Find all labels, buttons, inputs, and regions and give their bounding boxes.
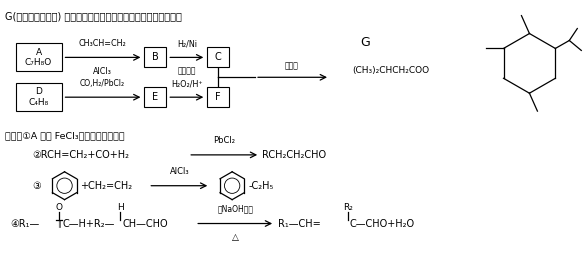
Text: △: △ (231, 233, 239, 242)
Bar (16, 44, 62, 71)
Text: ②RCH=CH₂+CO+H₂: ②RCH=CH₂+CO+H₂ (33, 150, 130, 160)
Text: A
C₇H₈O: A C₇H₈O (25, 48, 52, 67)
Text: CH₃CH=CH₂: CH₃CH=CH₂ (79, 39, 127, 48)
Text: F: F (216, 92, 221, 102)
Text: O: O (55, 202, 62, 211)
Text: R₂: R₂ (343, 202, 353, 211)
Text: C—H+R₂—: C—H+R₂— (63, 219, 115, 229)
Text: H₂O₂/H⁺: H₂O₂/H⁺ (172, 79, 203, 88)
Text: CH—CHO: CH—CHO (122, 219, 168, 229)
Bar (207, 48, 229, 67)
Text: H: H (117, 202, 124, 211)
Bar (16, 83, 62, 111)
Text: ④R₁—: ④R₁— (11, 219, 40, 229)
Bar (207, 87, 229, 107)
Text: 浓硫酸: 浓硫酸 (285, 61, 299, 70)
Text: 已知：①A 能与 FeCl₃溶液发生显色反应: 已知：①A 能与 FeCl₃溶液发生显色反应 (5, 131, 124, 140)
Text: H₂/Ni: H₂/Ni (177, 39, 197, 48)
Text: CO,H₂/PbCl₂: CO,H₂/PbCl₂ (80, 79, 125, 88)
Bar (144, 48, 166, 67)
Text: AlCl₃: AlCl₃ (93, 67, 112, 76)
Text: C—CHO+H₂O: C—CHO+H₂O (350, 219, 415, 229)
Text: AlCl₃: AlCl₃ (169, 167, 189, 176)
Text: PbCl₂: PbCl₂ (213, 136, 235, 145)
Bar (144, 87, 166, 107)
Text: B: B (152, 52, 159, 62)
Text: ∥: ∥ (57, 220, 60, 227)
Text: -C₂H₅: -C₂H₅ (248, 181, 273, 191)
Text: R₁—CH=: R₁—CH= (278, 219, 321, 229)
Text: G: G (360, 36, 370, 49)
Text: RCH₂CH₂CHO: RCH₂CH₂CHO (262, 150, 326, 160)
Text: D
C₄H₈: D C₄H₈ (29, 87, 49, 107)
Text: E: E (152, 92, 158, 102)
Text: (CH₃)₂CHCH₂COO: (CH₃)₂CHCH₂COO (352, 66, 429, 75)
Text: 高温高压: 高温高压 (178, 66, 196, 75)
Text: G(异戊酸薄荷醇酯) 是一种治疗心脏病的药物，其合成路线如下：: G(异戊酸薄荷醇酯) 是一种治疗心脏病的药物，其合成路线如下： (5, 12, 182, 22)
Text: 稀NaOH溶液: 稀NaOH溶液 (217, 205, 253, 214)
Text: ③: ③ (33, 181, 42, 191)
Text: +CH₂=CH₂: +CH₂=CH₂ (80, 181, 132, 191)
Text: C: C (215, 52, 222, 62)
